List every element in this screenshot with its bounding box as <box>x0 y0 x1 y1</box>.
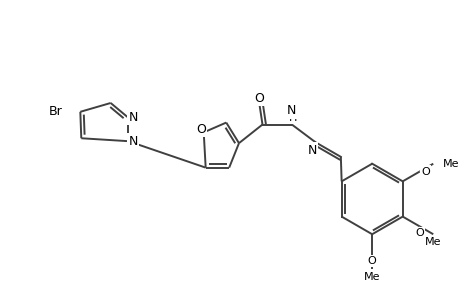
Text: O: O <box>367 256 376 266</box>
Text: Me: Me <box>442 159 459 169</box>
Text: Me: Me <box>363 272 380 282</box>
Text: Me: Me <box>424 237 441 247</box>
Text: N: N <box>128 135 138 148</box>
Text: Br: Br <box>49 105 62 118</box>
Text: N: N <box>128 111 138 124</box>
Text: N: N <box>286 104 296 117</box>
Text: H: H <box>288 113 297 123</box>
Text: O: O <box>420 167 429 176</box>
Text: O: O <box>254 92 264 105</box>
Text: O: O <box>414 228 423 238</box>
Text: N: N <box>307 143 316 157</box>
Text: O: O <box>196 123 205 136</box>
